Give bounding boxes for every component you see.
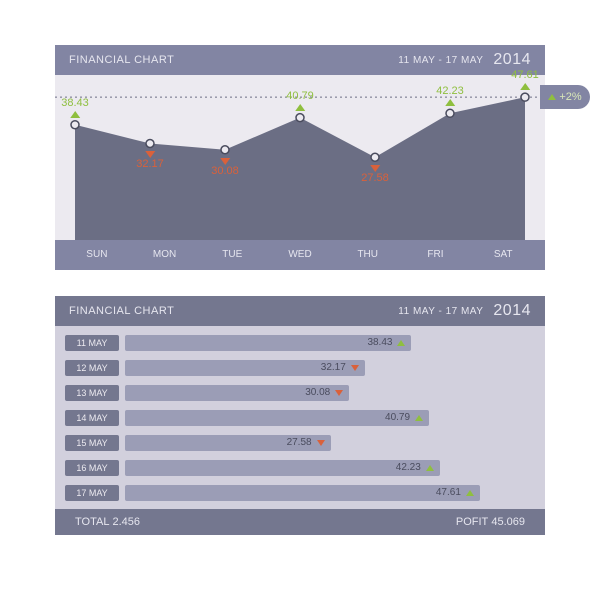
triangle-down-icon xyxy=(335,390,343,396)
bar-row: 15 MAY 27.58 xyxy=(65,432,535,453)
bar-header: FINANCIAL CHART 11 MAY - 17 MAY 2014 xyxy=(55,296,545,326)
area-chart-panel: FINANCIAL CHART 11 MAY - 17 MAY 2014 +2%… xyxy=(55,45,545,270)
x-axis-day: THU xyxy=(334,240,402,270)
bar-row: 17 MAY 47.61 xyxy=(65,482,535,503)
triangle-up-icon xyxy=(426,465,434,471)
x-axis-day: SAT xyxy=(469,240,537,270)
bar-fill: 32.17 xyxy=(125,360,365,376)
x-axis-day: MON xyxy=(131,240,199,270)
area-x-axis: SUNMONTUEWEDTHUFRISAT xyxy=(55,240,545,270)
bar-value: 27.58 xyxy=(287,437,312,448)
bar-value: 40.79 xyxy=(385,412,410,423)
triangle-down-icon xyxy=(351,365,359,371)
change-badge-text: +2% xyxy=(559,91,581,103)
bar-value: 47.61 xyxy=(436,487,461,498)
area-year: 2014 xyxy=(493,51,531,69)
total-value: 2.456 xyxy=(113,516,141,528)
triangle-up-icon xyxy=(397,340,405,346)
area-date-range: 11 MAY - 17 MAY xyxy=(398,55,483,66)
bar-date-pill: 14 MAY xyxy=(65,410,119,426)
x-axis-day: WED xyxy=(266,240,334,270)
bar-value: 38.43 xyxy=(367,337,392,348)
bar-date-pill: 15 MAY xyxy=(65,435,119,451)
bar-year: 2014 xyxy=(493,302,531,320)
bar-date-pill: 12 MAY xyxy=(65,360,119,376)
profit-label: POFIT xyxy=(456,516,488,528)
bar-date-range: 11 MAY - 17 MAY xyxy=(398,306,483,317)
x-axis-day: TUE xyxy=(198,240,266,270)
bar-title: FINANCIAL CHART xyxy=(69,305,398,317)
bar-fill: 30.08 xyxy=(125,385,349,401)
area-header: FINANCIAL CHART 11 MAY - 17 MAY 2014 xyxy=(55,45,545,75)
bar-row: 13 MAY 30.08 xyxy=(65,382,535,403)
bar-date-pill: 13 MAY xyxy=(65,385,119,401)
bar-row: 16 MAY 42.23 xyxy=(65,457,535,478)
bar-chart-panel: FINANCIAL CHART 11 MAY - 17 MAY 2014 11 … xyxy=(55,296,545,535)
triangle-down-icon xyxy=(317,440,325,446)
bar-fill: 42.23 xyxy=(125,460,440,476)
bar-value: 32.17 xyxy=(321,362,346,373)
bar-fill: 47.61 xyxy=(125,485,480,501)
bar-date-pill: 16 MAY xyxy=(65,460,119,476)
bar-date-pill: 11 MAY xyxy=(65,335,119,351)
triangle-up-icon xyxy=(415,415,423,421)
bar-date-pill: 17 MAY xyxy=(65,485,119,501)
bar-footer: TOTAL 2.456 POFIT 45.069 xyxy=(55,509,545,535)
bar-row: 12 MAY 32.17 xyxy=(65,357,535,378)
area-chart-body: +2% 38.4332.1730.0840.7927.5842.2347.61 xyxy=(55,75,545,240)
area-title: FINANCIAL CHART xyxy=(69,54,398,66)
area-chart-svg xyxy=(55,75,545,240)
bar-value: 30.08 xyxy=(305,387,330,398)
x-axis-day: FRI xyxy=(402,240,470,270)
change-badge: +2% xyxy=(540,85,590,109)
bar-value: 42.23 xyxy=(396,462,421,473)
bar-fill: 27.58 xyxy=(125,435,331,451)
triangle-up-icon xyxy=(466,490,474,496)
x-axis-day: SUN xyxy=(63,240,131,270)
bar-chart-body: 11 MAY 38.43 12 MAY 32.17 13 MAY 30.08 14 MAY 4… xyxy=(55,326,545,509)
profit-value: 45.069 xyxy=(491,516,525,528)
bar-row: 11 MAY 38.43 xyxy=(65,332,535,353)
bar-row: 14 MAY 40.79 xyxy=(65,407,535,428)
bar-fill: 40.79 xyxy=(125,410,429,426)
total-label: TOTAL xyxy=(75,516,109,528)
triangle-up-icon xyxy=(548,94,556,100)
bar-fill: 38.43 xyxy=(125,335,411,351)
